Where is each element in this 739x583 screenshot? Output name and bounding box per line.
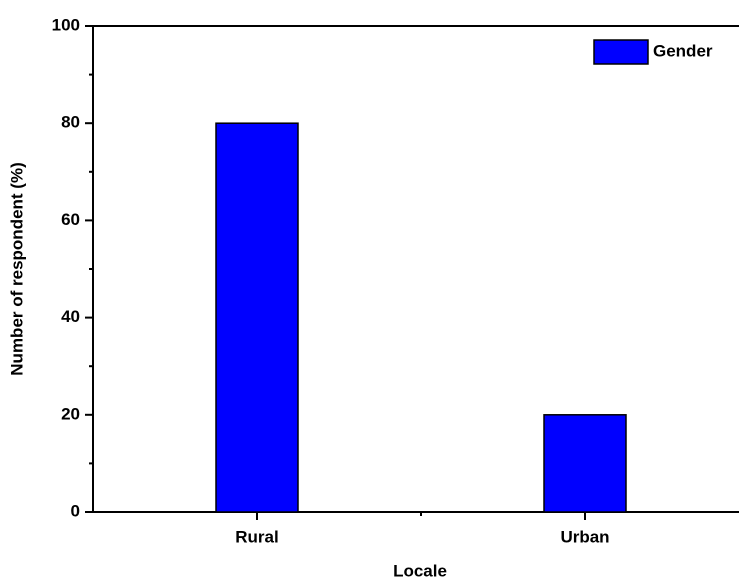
x-axis-label: Locale — [393, 561, 447, 580]
bar — [215, 122, 299, 513]
y-tick-label: 40 — [61, 307, 80, 326]
y-tick-label: 0 — [71, 501, 80, 520]
y-tick-label: 100 — [52, 15, 80, 34]
bar — [543, 414, 627, 513]
y-tick-label: 60 — [61, 210, 80, 229]
x-tick-label: Rural — [235, 527, 278, 546]
y-tick-label: 20 — [61, 404, 80, 423]
legend-label: Gender — [653, 41, 713, 60]
legend-swatch — [593, 39, 649, 65]
x-tick-label: Urban — [560, 527, 609, 546]
y-axis-label: Number of respondent (%) — [7, 162, 26, 375]
y-tick-label: 80 — [61, 113, 80, 132]
